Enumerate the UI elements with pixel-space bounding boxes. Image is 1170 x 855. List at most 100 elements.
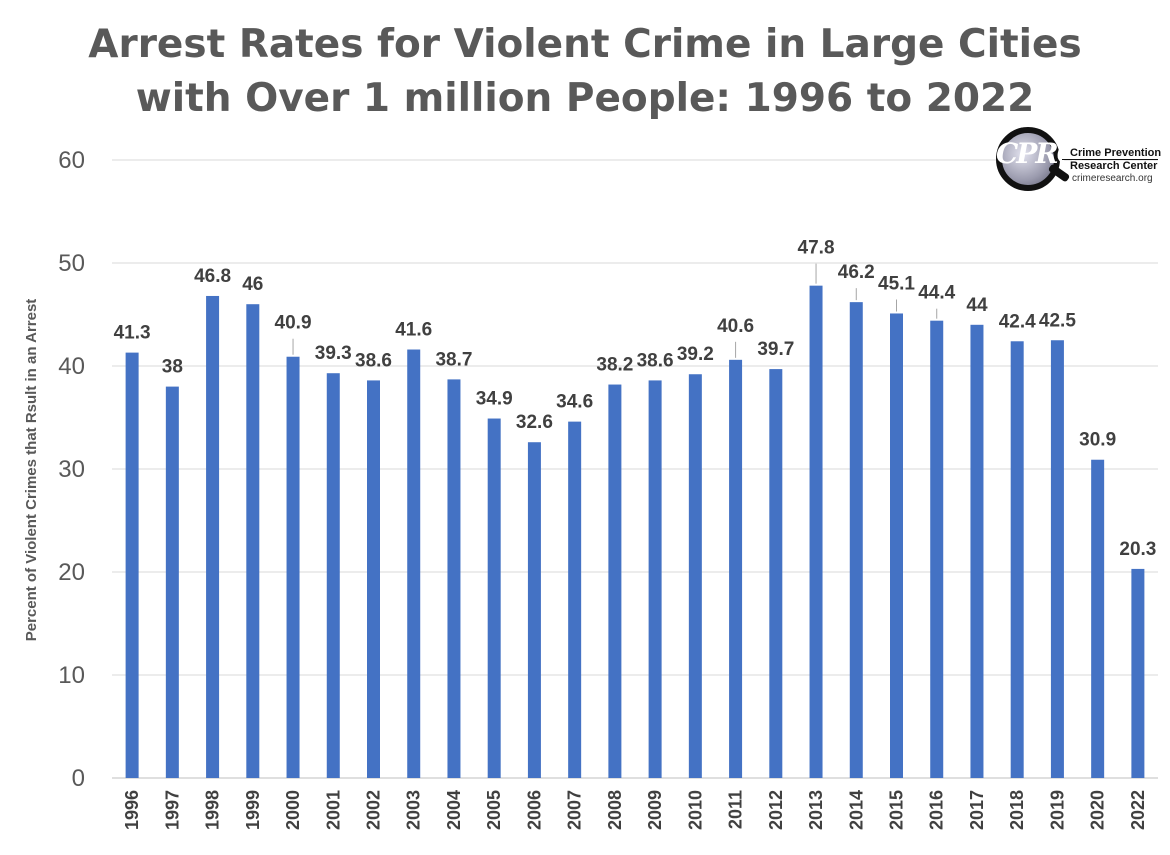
x-tick-label: 2001 — [323, 790, 343, 830]
data-label-2010: 39.2 — [677, 344, 714, 365]
data-label-2015: 45.1 — [878, 273, 915, 294]
data-label-2016: 44.4 — [918, 283, 955, 304]
bar-2004 — [447, 379, 461, 778]
data-label-1998: 46.8 — [194, 266, 231, 287]
logo-monogram: CPRC — [996, 137, 1079, 170]
data-label-2000: 40.9 — [275, 313, 312, 334]
data-label-1999: 46 — [242, 274, 263, 295]
y-tick-label: 0 — [72, 765, 85, 792]
x-tick-label: 2008 — [605, 790, 625, 830]
data-label-2017: 44 — [966, 295, 988, 316]
x-tick-label: 2022 — [1128, 790, 1148, 830]
x-tick-label: 2014 — [846, 790, 866, 830]
x-tick-label: 1999 — [243, 790, 263, 830]
bar-2003 — [407, 349, 421, 778]
x-tick-label: 2017 — [967, 790, 987, 830]
bar-2009 — [648, 380, 662, 778]
x-tick-label: 2013 — [806, 790, 826, 830]
data-label-2007: 34.6 — [556, 392, 593, 413]
logo-divider — [1062, 159, 1158, 160]
x-tick-label: 2009 — [645, 790, 665, 830]
logo-line-1: Crime Prevention — [1070, 147, 1162, 159]
x-tick-label: 2015 — [887, 790, 907, 830]
bar-2018 — [1010, 341, 1024, 778]
data-label-1996: 41.3 — [114, 323, 151, 344]
data-label-2013: 47.8 — [798, 238, 835, 259]
data-label-2002: 38.6 — [355, 350, 392, 371]
x-tick-label: 1996 — [122, 790, 142, 830]
y-tick-label: 40 — [58, 353, 85, 380]
data-label-2012: 39.7 — [757, 339, 794, 360]
x-tick-label: 2016 — [927, 790, 947, 830]
x-tick-label: 2003 — [404, 790, 424, 830]
bar-2016 — [930, 320, 944, 778]
logo-line-2: Research Center — [1070, 160, 1158, 172]
x-tick-label: 2011 — [726, 790, 746, 829]
data-label-2006: 32.6 — [516, 412, 553, 433]
y-tick-label: 20 — [58, 559, 85, 586]
chart-title-line-1: Arrest Rates for Violent Crime in Large … — [88, 22, 1082, 67]
gridlines — [112, 159, 1158, 779]
x-tick-label: 2012 — [766, 790, 786, 830]
bar-2012 — [769, 369, 783, 778]
bar-2008 — [608, 384, 622, 778]
bar-2011 — [729, 359, 743, 778]
bar-2010 — [688, 374, 702, 778]
data-label-2009: 38.6 — [637, 350, 674, 371]
magnifier-icon — [996, 127, 1060, 191]
bar-2015 — [890, 313, 903, 778]
bar-2019 — [1050, 340, 1064, 778]
bar-2013 — [809, 285, 823, 778]
logo-url: crimeresearch.org — [1072, 173, 1153, 184]
data-label-2019: 42.5 — [1039, 310, 1076, 331]
x-tick-label: 2004 — [444, 790, 464, 830]
x-tick-label: 2006 — [524, 790, 544, 830]
bar-2007 — [568, 421, 582, 778]
x-tick-label: 2002 — [364, 790, 384, 830]
cprc-logo: CPRC Crime Prevention Research Center cr… — [996, 127, 1161, 205]
x-tick-label: 2005 — [484, 790, 504, 830]
data-label-2004: 38.7 — [435, 349, 472, 370]
bar-1998 — [206, 295, 220, 778]
data-label-2001: 39.3 — [315, 343, 352, 364]
data-label-2003: 41.6 — [395, 320, 432, 341]
x-axis-ticks: 1996 1997 1998 1999 2000 2001 2002 2003 2004 2005… — [122, 790, 1148, 830]
y-tick-label: 30 — [58, 456, 85, 483]
data-label-2020: 30.9 — [1079, 430, 1116, 451]
x-tick-label: 1997 — [162, 790, 182, 830]
data-label-2014: 46.2 — [838, 262, 875, 283]
data-label-2011: 40.6 — [717, 316, 754, 337]
data-label-1997: 38 — [162, 357, 183, 378]
data-label-2022: 20.3 — [1119, 539, 1156, 560]
bar-1997 — [165, 386, 179, 778]
y-axis-ticks: 0 10 20 30 40 50 60 — [58, 147, 85, 792]
bar-2002 — [367, 380, 380, 778]
data-label-2018: 42.4 — [999, 311, 1036, 332]
bar-1999 — [246, 304, 260, 778]
y-axis-label: Percent of Violent Crimes that Rsult in … — [23, 299, 40, 642]
bar-2000 — [286, 356, 300, 778]
bar-2014 — [849, 302, 863, 778]
bar-2001 — [326, 373, 340, 778]
data-label-2008: 38.2 — [596, 355, 633, 376]
bar-2017 — [970, 324, 984, 778]
x-tick-label: 2007 — [565, 790, 585, 830]
data-label-2005: 34.9 — [476, 389, 513, 410]
x-tick-label: 2020 — [1088, 790, 1108, 830]
x-tick-label: 1998 — [203, 790, 223, 830]
bar-2005 — [487, 418, 501, 778]
y-tick-label: 60 — [58, 147, 85, 174]
bar-2022 — [1131, 568, 1145, 778]
bar-1996 — [125, 352, 139, 778]
y-tick-label: 50 — [58, 250, 85, 277]
bar-2020 — [1091, 459, 1105, 778]
x-tick-label: 2000 — [283, 790, 303, 830]
x-tick-label: 2010 — [685, 790, 705, 830]
bar-2006 — [527, 442, 541, 778]
y-tick-label: 10 — [58, 662, 85, 689]
chart-title: Arrest Rates for Violent Crime in Large … — [0, 18, 1170, 126]
chart-title-line-2: with Over 1 million People: 1996 to 2022 — [135, 76, 1035, 121]
bars — [125, 285, 1145, 778]
